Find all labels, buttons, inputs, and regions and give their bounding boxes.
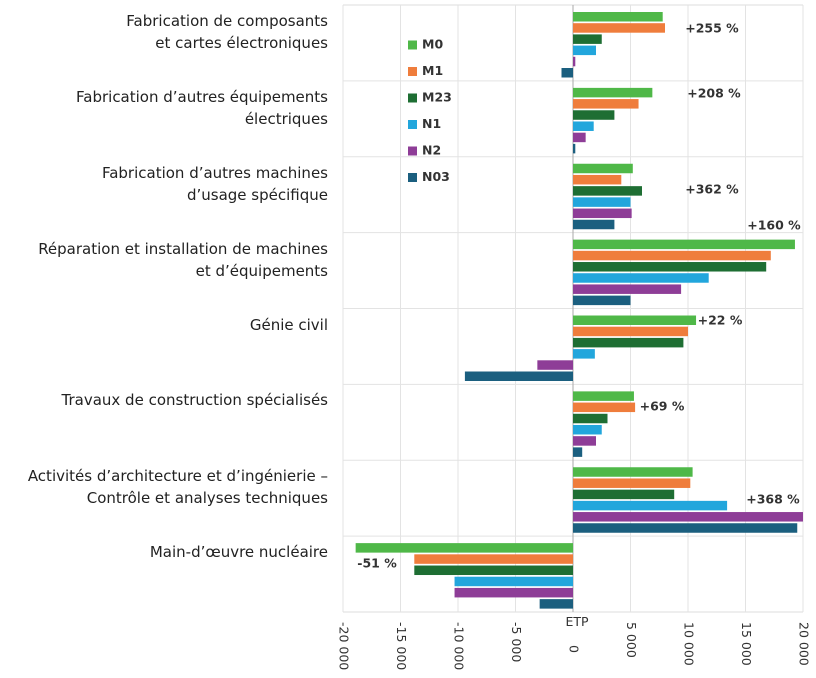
x-axis-label: ETP [565,614,589,629]
bar [573,467,693,477]
legend-label: M1 [422,63,443,78]
bar [573,337,684,348]
annotation: +160 % [747,218,801,233]
bar [573,424,602,435]
bar [573,110,615,120]
x-tick-label: 20 000 [797,622,812,666]
bar [454,576,573,587]
bar [573,45,596,56]
annotation: +69 % [640,399,685,414]
bar [573,262,767,272]
legend-label: N1 [422,116,441,131]
bar [537,360,573,370]
legend-swatch [408,146,417,156]
bar [414,554,573,564]
bar [573,489,675,500]
bar [573,326,688,337]
x-tick-label: -10 000 [452,622,467,670]
bar [573,186,642,196]
bar [573,295,631,306]
bar [573,87,653,98]
bar [573,512,803,522]
bar [573,99,639,109]
bar [464,371,573,381]
bar [573,174,622,185]
legend-label: M23 [422,90,452,105]
legend-swatch [408,67,417,76]
category-label: Activités d’architecture et d’ingénierie… [27,467,328,508]
legend-label: N03 [422,169,450,184]
legend-swatch [408,173,417,182]
bar [573,523,798,533]
bar [414,565,573,576]
annotation: +368 % [746,492,800,507]
category-label: Fabrication d’autres machines d’usage sp… [101,163,328,204]
annotation: -51 % [357,556,397,571]
legend-label: M0 [422,37,443,52]
bar [573,315,697,325]
legend-swatch [408,120,417,129]
annotation: +22 % [698,313,743,328]
bar [355,543,573,553]
bar [573,239,795,250]
bar [573,500,728,511]
legend-label: N2 [422,143,441,158]
bar [573,436,596,446]
bar [573,273,709,283]
x-tick-label: 5 000 [624,622,639,658]
bar [573,391,634,401]
x-tick-label: -20 000 [337,622,352,670]
x-tick-label: 10 000 [682,622,697,666]
bar [454,587,573,598]
x-tick-label: -15 000 [394,622,409,670]
annotation: +255 % [685,21,739,36]
category-label: Travaux de construction spécialisés [61,391,328,410]
annotation: +362 % [685,182,739,197]
bar [573,349,595,359]
bar [573,12,663,22]
bar [573,250,771,261]
x-tick-label: 15 000 [739,622,754,666]
bar [573,34,602,44]
bar [573,478,691,488]
bar [573,208,632,219]
x-tick-label: 0 [567,645,582,653]
bar [573,23,665,33]
category-label: Réparation et installation de machines e… [38,239,328,280]
category-label: Fabrication d’autres équipements électri… [76,87,328,128]
bar [573,56,576,67]
x-tick-label: -5 000 [509,622,524,662]
legend-swatch [408,93,417,103]
category-label: Fabrication de composants et cartes élec… [126,12,328,52]
bar [573,143,576,154]
bar [573,197,631,207]
bar [573,447,583,457]
annotation: +208 % [687,86,741,101]
category-label: Génie civil [249,315,328,334]
bar [573,121,594,131]
bar [573,132,586,143]
category-label: Main-d’œuvre nucléaire [149,543,328,562]
legend-swatch [408,40,417,50]
bar [573,163,633,174]
bar [561,68,573,78]
bar [573,413,608,424]
bar [573,219,615,230]
bar [573,284,682,294]
bar [539,599,573,609]
bar [573,402,636,413]
